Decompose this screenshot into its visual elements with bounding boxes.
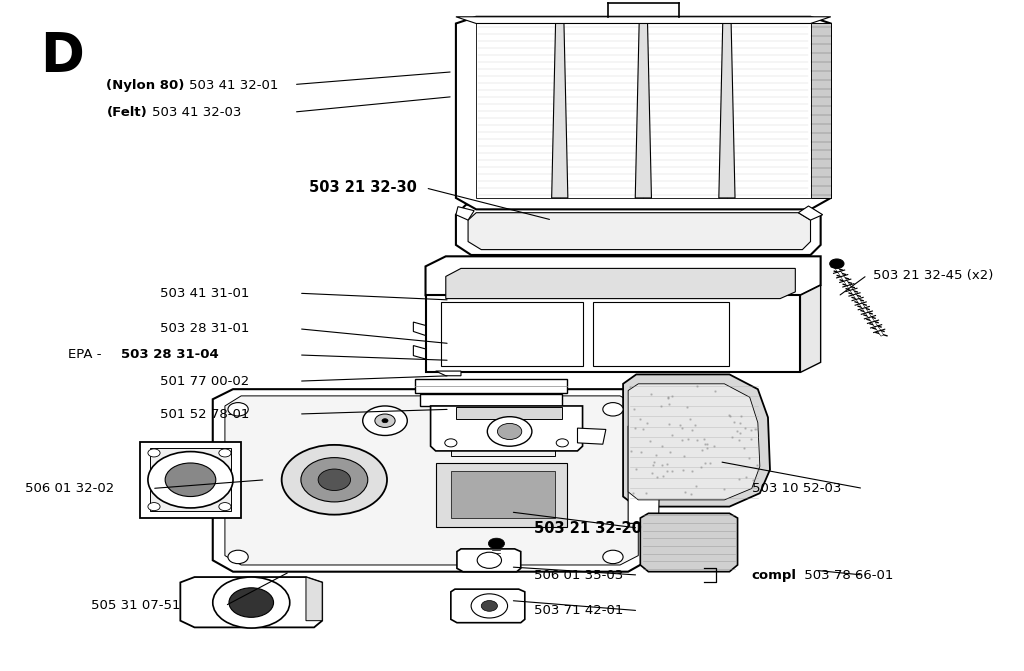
Text: 506 01 32-02: 506 01 32-02 — [26, 482, 115, 495]
Circle shape — [301, 458, 368, 502]
Text: (Felt): (Felt) — [106, 106, 147, 119]
Text: 503 41 32-01: 503 41 32-01 — [189, 79, 279, 93]
Text: EPA -: EPA - — [68, 348, 105, 362]
Polygon shape — [426, 256, 820, 295]
Text: 503 41 32-03: 503 41 32-03 — [152, 106, 242, 119]
Circle shape — [375, 414, 395, 427]
Polygon shape — [456, 205, 820, 255]
Text: 503 21 32-20: 503 21 32-20 — [534, 521, 642, 535]
Text: (Nylon 80): (Nylon 80) — [106, 79, 184, 93]
Text: compl: compl — [752, 568, 797, 582]
Polygon shape — [180, 577, 323, 627]
Circle shape — [147, 449, 160, 457]
Polygon shape — [628, 384, 760, 500]
Text: 503 10 52-03: 503 10 52-03 — [752, 482, 841, 495]
Polygon shape — [414, 322, 426, 336]
Polygon shape — [468, 213, 811, 250]
Circle shape — [165, 463, 216, 497]
Polygon shape — [414, 346, 426, 359]
Circle shape — [282, 445, 387, 515]
Polygon shape — [476, 23, 560, 198]
Circle shape — [603, 403, 623, 416]
Circle shape — [556, 439, 568, 447]
Polygon shape — [719, 17, 735, 198]
Polygon shape — [552, 17, 568, 198]
Text: 503 71 42-01: 503 71 42-01 — [534, 604, 624, 617]
Text: 506 01 35-03: 506 01 35-03 — [534, 568, 624, 582]
Polygon shape — [811, 23, 830, 198]
Polygon shape — [451, 419, 555, 456]
Circle shape — [829, 259, 844, 268]
Text: 503 28 31-04: 503 28 31-04 — [121, 348, 218, 362]
Polygon shape — [213, 389, 648, 572]
Polygon shape — [457, 549, 521, 572]
Circle shape — [362, 406, 408, 435]
Circle shape — [603, 550, 623, 564]
Polygon shape — [421, 394, 562, 406]
Polygon shape — [456, 207, 474, 220]
Circle shape — [147, 503, 160, 511]
Text: D: D — [41, 30, 84, 82]
Polygon shape — [593, 302, 729, 366]
Circle shape — [471, 594, 508, 618]
Circle shape — [229, 588, 273, 617]
Text: 503 41 31-01: 503 41 31-01 — [160, 287, 250, 300]
Polygon shape — [578, 428, 606, 444]
Text: 503 78 66-01: 503 78 66-01 — [801, 568, 894, 582]
Circle shape — [481, 601, 498, 611]
Circle shape — [228, 550, 248, 564]
Polygon shape — [445, 268, 796, 299]
Polygon shape — [456, 407, 562, 419]
Polygon shape — [140, 442, 241, 518]
Circle shape — [487, 417, 531, 446]
Polygon shape — [426, 295, 801, 372]
Text: 503 28 31-01: 503 28 31-01 — [160, 322, 250, 336]
Polygon shape — [635, 17, 651, 198]
Circle shape — [219, 449, 231, 457]
Polygon shape — [150, 448, 231, 511]
Polygon shape — [727, 23, 811, 198]
Circle shape — [382, 419, 388, 423]
Text: 501 77 00-02: 501 77 00-02 — [160, 374, 249, 388]
Polygon shape — [440, 302, 583, 366]
Polygon shape — [623, 374, 770, 507]
Circle shape — [498, 423, 522, 440]
Text: 503 21 32-30: 503 21 32-30 — [309, 180, 417, 195]
Polygon shape — [451, 589, 525, 623]
Text: 501 52 78-01: 501 52 78-01 — [160, 407, 250, 421]
Circle shape — [477, 552, 502, 568]
Polygon shape — [435, 371, 461, 376]
Circle shape — [228, 403, 248, 416]
Circle shape — [318, 469, 350, 491]
Polygon shape — [451, 471, 555, 518]
Polygon shape — [430, 406, 583, 451]
Polygon shape — [643, 23, 727, 198]
Circle shape — [147, 452, 233, 508]
Circle shape — [488, 538, 505, 549]
Polygon shape — [560, 23, 643, 198]
Circle shape — [213, 577, 290, 628]
Polygon shape — [801, 285, 820, 372]
Polygon shape — [628, 426, 660, 523]
Polygon shape — [416, 379, 567, 393]
Circle shape — [444, 439, 457, 447]
Polygon shape — [225, 396, 638, 565]
Polygon shape — [799, 206, 822, 220]
Text: 503 21 32-45 (x2): 503 21 32-45 (x2) — [873, 268, 993, 282]
Circle shape — [219, 503, 231, 511]
Polygon shape — [456, 17, 830, 209]
Polygon shape — [306, 577, 323, 621]
Polygon shape — [640, 513, 737, 572]
Polygon shape — [435, 463, 567, 527]
Polygon shape — [456, 17, 830, 23]
Text: 505 31 07-51: 505 31 07-51 — [91, 599, 180, 613]
